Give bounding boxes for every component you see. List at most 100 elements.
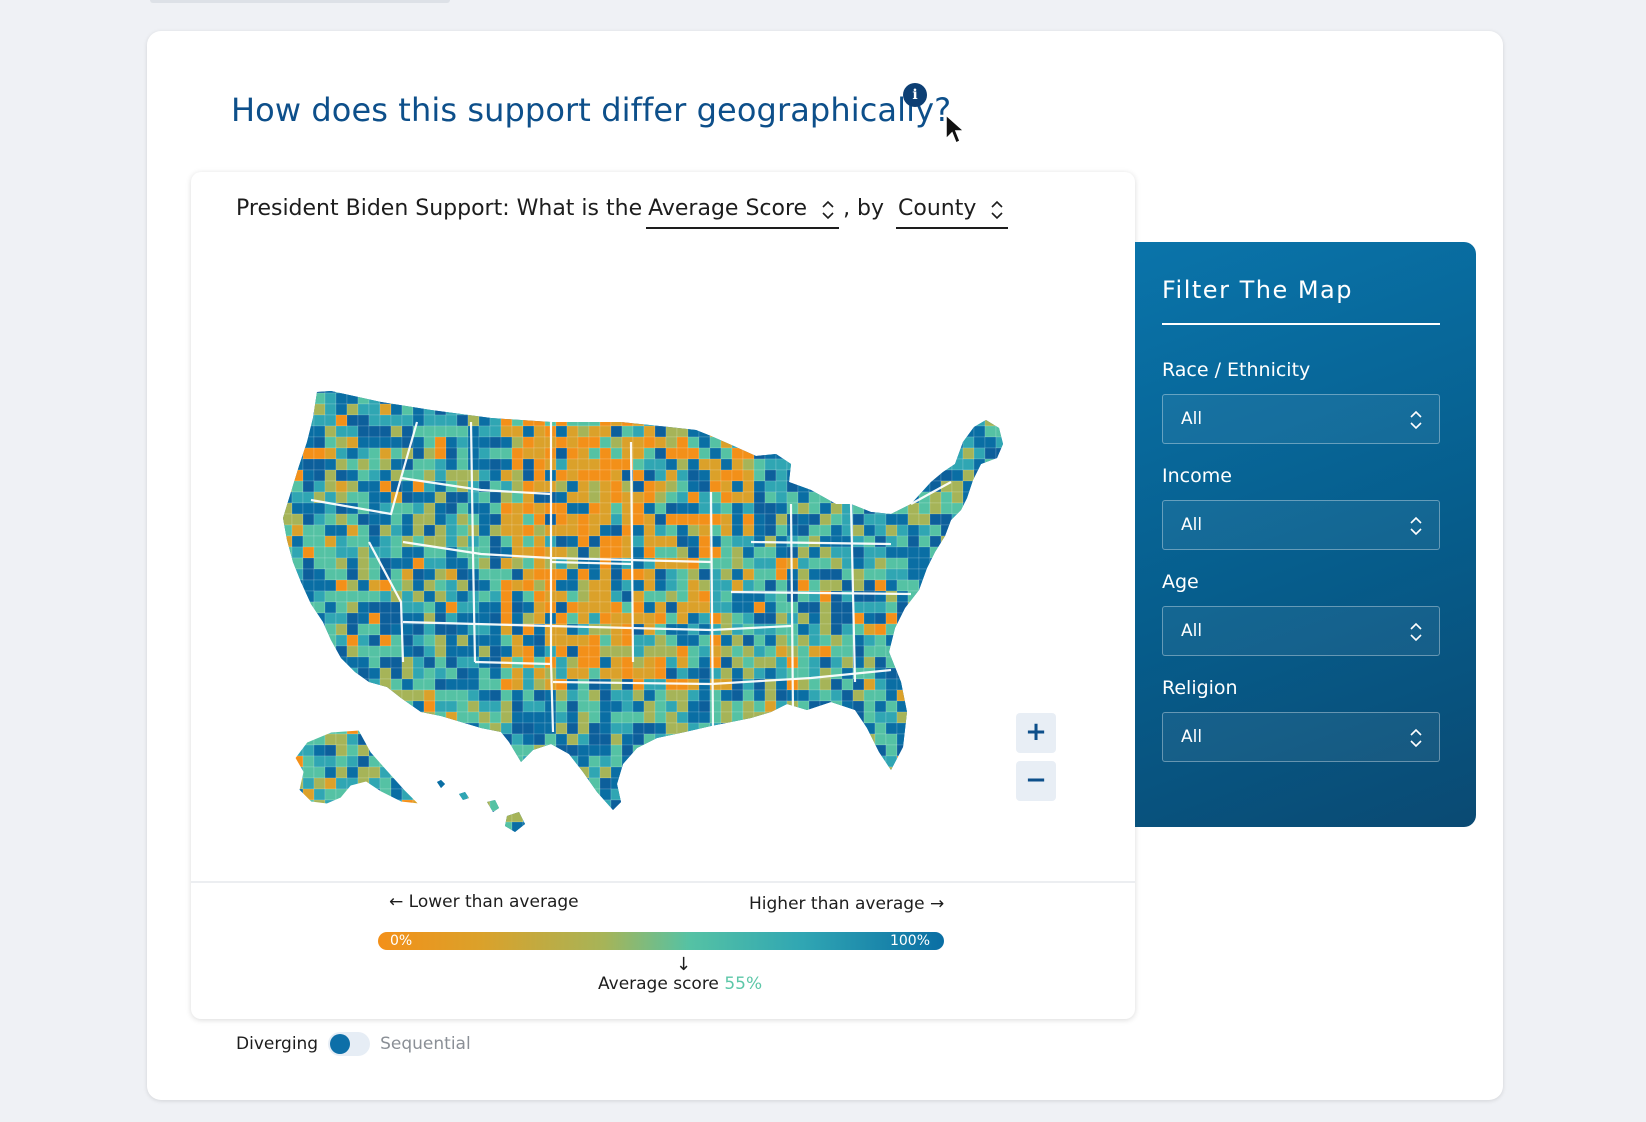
county-cell[interactable] — [456, 403, 469, 416]
county-cell[interactable] — [467, 810, 480, 823]
us-county-choropleth-map[interactable] — [191, 242, 1135, 922]
county-cell[interactable] — [1018, 536, 1029, 547]
county-cell[interactable] — [940, 612, 953, 625]
county-cell[interactable] — [412, 810, 425, 823]
county-cell[interactable] — [500, 821, 513, 833]
county-cell[interactable] — [764, 480, 777, 493]
county-cell[interactable] — [830, 667, 843, 680]
county-cell[interactable] — [368, 722, 381, 735]
county-cell[interactable] — [423, 777, 436, 790]
county-cell[interactable] — [500, 513, 513, 526]
county-cell[interactable] — [379, 700, 392, 713]
county-cell[interactable] — [566, 579, 579, 592]
county-cell[interactable] — [720, 667, 733, 680]
county-cell[interactable] — [808, 689, 821, 702]
county-cell[interactable] — [984, 436, 997, 449]
county-cell[interactable] — [357, 645, 370, 658]
county-cell[interactable] — [951, 414, 964, 427]
county-cell[interactable] — [996, 833, 1007, 844]
county-cell[interactable] — [346, 744, 359, 757]
county-cell[interactable] — [797, 447, 810, 460]
county-cell[interactable] — [632, 678, 645, 691]
county-cell[interactable] — [676, 689, 689, 702]
county-cell[interactable] — [555, 601, 568, 614]
county-cell[interactable] — [467, 645, 480, 658]
county-cell[interactable] — [335, 799, 348, 812]
county-cell[interactable] — [489, 557, 502, 570]
county-cell[interactable] — [874, 524, 887, 537]
county-cell[interactable] — [566, 799, 579, 812]
county-cell[interactable] — [687, 491, 700, 504]
county-cell[interactable] — [962, 513, 975, 526]
county-cell[interactable] — [742, 744, 755, 757]
county-cell[interactable] — [456, 535, 469, 548]
county-cell[interactable] — [281, 755, 293, 768]
county-cell[interactable] — [313, 436, 326, 449]
county-cell[interactable] — [962, 524, 975, 537]
county-cell[interactable] — [632, 656, 645, 669]
county-cell[interactable] — [929, 447, 942, 460]
county-cell[interactable] — [478, 546, 491, 559]
county-cell[interactable] — [918, 469, 931, 482]
county-cell[interactable] — [281, 579, 293, 592]
county-cell[interactable] — [995, 579, 1007, 592]
county-cell[interactable] — [467, 502, 480, 515]
county-cell[interactable] — [797, 821, 810, 833]
county-cell[interactable] — [753, 645, 766, 658]
county-cell[interactable] — [929, 755, 942, 768]
county-cell[interactable] — [1007, 448, 1018, 459]
county-cell[interactable] — [874, 645, 887, 658]
county-cell[interactable] — [643, 513, 656, 526]
county-cell[interactable] — [973, 601, 986, 614]
county-cell[interactable] — [654, 766, 667, 779]
county-cell[interactable] — [379, 623, 392, 636]
county-cell[interactable] — [533, 777, 546, 790]
county-cell[interactable] — [896, 689, 909, 702]
county-cell[interactable] — [500, 634, 513, 647]
county-cell[interactable] — [885, 568, 898, 581]
county-cell[interactable] — [687, 502, 700, 515]
county-cell[interactable] — [918, 656, 931, 669]
county-cell[interactable] — [841, 425, 854, 438]
county-cell[interactable] — [291, 447, 304, 460]
county-cell[interactable] — [302, 524, 315, 537]
county-cell[interactable] — [808, 623, 821, 636]
county-cell[interactable] — [973, 612, 986, 625]
county-cell[interactable] — [511, 711, 524, 724]
county-cell[interactable] — [698, 480, 711, 493]
county-cell[interactable] — [643, 382, 656, 394]
county-cell[interactable] — [918, 557, 931, 570]
county-cell[interactable] — [401, 568, 414, 581]
county-cell[interactable] — [720, 689, 733, 702]
county-cell[interactable] — [555, 700, 568, 713]
county-cell[interactable] — [940, 502, 953, 515]
county-cell[interactable] — [687, 755, 700, 768]
county-cell[interactable] — [522, 700, 535, 713]
county-cell[interactable] — [852, 403, 865, 416]
county-cell[interactable] — [434, 656, 447, 669]
county-cell[interactable] — [412, 766, 425, 779]
county-cell[interactable] — [863, 656, 876, 669]
county-cell[interactable] — [687, 414, 700, 427]
county-cell[interactable] — [665, 777, 678, 790]
county-cell[interactable] — [467, 689, 480, 702]
county-cell[interactable] — [951, 568, 964, 581]
county-cell[interactable] — [346, 821, 359, 833]
county-cell[interactable] — [687, 656, 700, 669]
county-cell[interactable] — [566, 634, 579, 647]
county-cell[interactable] — [379, 810, 392, 823]
county-cell[interactable] — [797, 766, 810, 779]
zoom-in-button[interactable]: + — [1016, 713, 1056, 753]
county-cell[interactable] — [797, 744, 810, 757]
county-cell[interactable] — [753, 733, 766, 746]
county-cell[interactable] — [423, 436, 436, 449]
county-cell[interactable] — [467, 491, 480, 504]
county-cell[interactable] — [412, 579, 425, 592]
county-cell[interactable] — [566, 744, 579, 757]
county-cell[interactable] — [346, 777, 359, 790]
county-cell[interactable] — [907, 645, 920, 658]
county-cell[interactable] — [324, 733, 337, 746]
county-cell[interactable] — [863, 535, 876, 548]
county-cell[interactable] — [852, 755, 865, 768]
county-cell[interactable] — [566, 612, 579, 625]
